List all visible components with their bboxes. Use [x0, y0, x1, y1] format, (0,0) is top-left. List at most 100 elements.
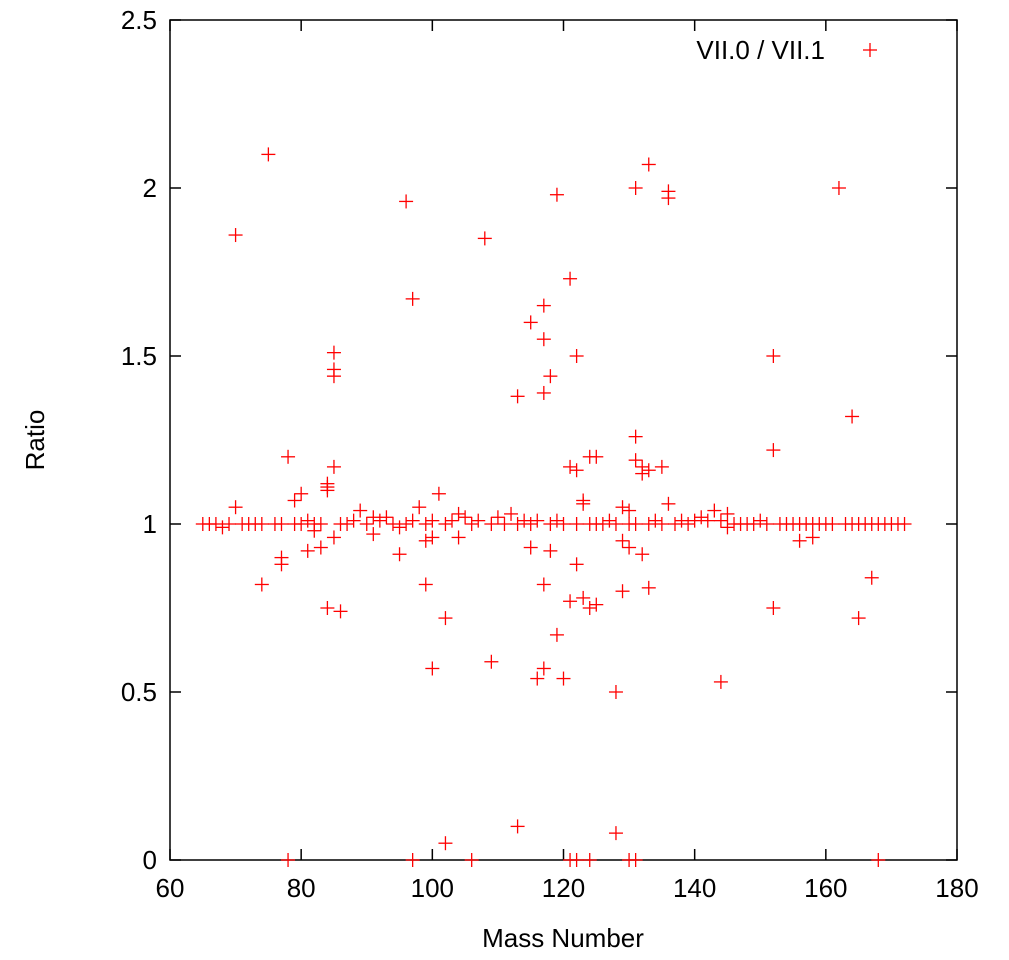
data-point — [326, 530, 341, 545]
data-point — [831, 181, 846, 195]
axis-ticks — [169, 19, 958, 861]
data-point — [713, 674, 728, 689]
data-point — [641, 463, 656, 478]
data-point — [523, 315, 538, 330]
data-point — [654, 517, 669, 531]
data-point — [353, 503, 368, 518]
data-point — [405, 513, 420, 528]
x-tick-label: 160 — [804, 873, 847, 903]
data-point — [713, 513, 728, 528]
data-point — [294, 486, 309, 501]
data-point — [792, 533, 807, 548]
data-point — [563, 594, 578, 609]
data-point — [510, 517, 525, 531]
data-point — [445, 513, 460, 528]
data-point — [615, 500, 630, 515]
data-point — [320, 483, 335, 498]
data-point — [425, 530, 440, 545]
data-point — [681, 517, 696, 531]
data-point — [897, 517, 912, 531]
data-point — [608, 517, 623, 531]
data-point — [569, 853, 584, 867]
data-point — [549, 627, 564, 642]
data-point — [687, 513, 702, 528]
data-point — [497, 517, 512, 531]
data-point — [674, 513, 689, 528]
data-point — [274, 557, 289, 572]
x-axis-label: Mass Number — [482, 923, 644, 953]
y-axis-label: Ratio — [20, 410, 50, 471]
data-point — [254, 577, 269, 592]
data-point — [490, 510, 505, 525]
data-point — [431, 486, 446, 501]
data-point — [523, 517, 538, 531]
data-point — [569, 349, 584, 363]
data-point — [366, 527, 381, 542]
data-point — [635, 547, 650, 562]
data-point — [720, 520, 735, 535]
data-point — [484, 517, 499, 531]
data-point — [451, 530, 466, 545]
data-point — [484, 654, 499, 669]
data-point — [569, 557, 584, 572]
data-point — [563, 271, 578, 286]
data-point — [477, 231, 492, 246]
data-point — [300, 543, 315, 558]
data-point — [641, 517, 656, 531]
data-point — [536, 385, 551, 400]
data-point — [536, 577, 551, 592]
legend-marker — [863, 43, 877, 57]
data-point — [628, 853, 643, 867]
y-tick-label: 0.5 — [121, 677, 157, 707]
data-point — [261, 147, 276, 162]
y-tick-label: 2.5 — [121, 5, 157, 35]
data-point — [622, 503, 637, 518]
data-point — [510, 819, 525, 834]
data-point — [569, 517, 584, 531]
data-point — [307, 523, 322, 538]
data-point — [563, 459, 578, 474]
data-point — [556, 517, 571, 531]
data-point — [543, 517, 558, 531]
data-point — [326, 345, 341, 360]
data-point — [451, 506, 466, 521]
data-point — [694, 510, 709, 525]
data-point — [536, 332, 551, 347]
y-tick-label: 1.5 — [121, 341, 157, 371]
data-point — [281, 853, 296, 867]
data-point — [622, 540, 637, 555]
data-point — [628, 429, 643, 444]
data-point — [313, 517, 328, 531]
data-point — [661, 496, 676, 511]
data-point — [720, 506, 735, 521]
data-point — [615, 533, 630, 548]
data-point — [438, 836, 453, 851]
data-point — [510, 389, 525, 404]
data-point — [346, 513, 361, 528]
data-point — [615, 584, 630, 599]
data-point — [228, 500, 243, 515]
data-point — [438, 517, 453, 531]
data-point — [208, 517, 223, 531]
data-point — [569, 463, 584, 478]
data-point — [385, 517, 400, 531]
y-tick-label: 1 — [143, 509, 157, 539]
data-point — [326, 369, 341, 384]
data-point — [425, 661, 440, 676]
data-point — [530, 671, 545, 686]
data-point — [635, 466, 650, 481]
tick-labels: 60 80 100 120 140 160 180 0 0.5 1 1.5 2 2.5 — [121, 5, 979, 903]
data-point — [805, 530, 820, 545]
data-point — [628, 453, 643, 468]
data-point — [766, 349, 781, 363]
data-point — [366, 510, 381, 525]
data-point — [458, 510, 473, 525]
data-point — [274, 517, 289, 531]
data-point — [549, 513, 564, 528]
data-point — [549, 187, 564, 202]
legend: VII.0 / VII.1 — [696, 35, 877, 65]
data-point — [576, 496, 591, 511]
data-point — [222, 517, 237, 531]
data-point — [425, 513, 440, 528]
